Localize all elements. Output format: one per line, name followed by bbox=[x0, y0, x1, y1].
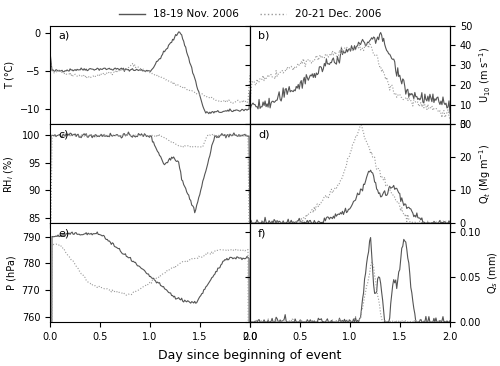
Y-axis label: T (°C): T (°C) bbox=[4, 61, 15, 89]
Text: Day since beginning of event: Day since beginning of event bbox=[158, 349, 342, 362]
Y-axis label: RH$_i$ (%): RH$_i$ (%) bbox=[2, 155, 16, 193]
Y-axis label: U$_{10}$ (m s$^{-1}$): U$_{10}$ (m s$^{-1}$) bbox=[478, 47, 493, 103]
Y-axis label: Q$_t$ (Mg m$^{-1}$): Q$_t$ (Mg m$^{-1}$) bbox=[478, 144, 494, 204]
Text: d): d) bbox=[258, 130, 270, 139]
Text: e): e) bbox=[58, 228, 69, 238]
Text: b): b) bbox=[258, 31, 270, 41]
Legend: 18-19 Nov. 2006, 20-21 Dec. 2006: 18-19 Nov. 2006, 20-21 Dec. 2006 bbox=[115, 5, 385, 23]
Text: c): c) bbox=[58, 130, 68, 139]
Y-axis label: P (hPa): P (hPa) bbox=[6, 255, 16, 290]
Text: f): f) bbox=[258, 228, 266, 238]
Text: a): a) bbox=[58, 31, 69, 41]
Y-axis label: Q$_s$ (mm): Q$_s$ (mm) bbox=[487, 251, 500, 294]
